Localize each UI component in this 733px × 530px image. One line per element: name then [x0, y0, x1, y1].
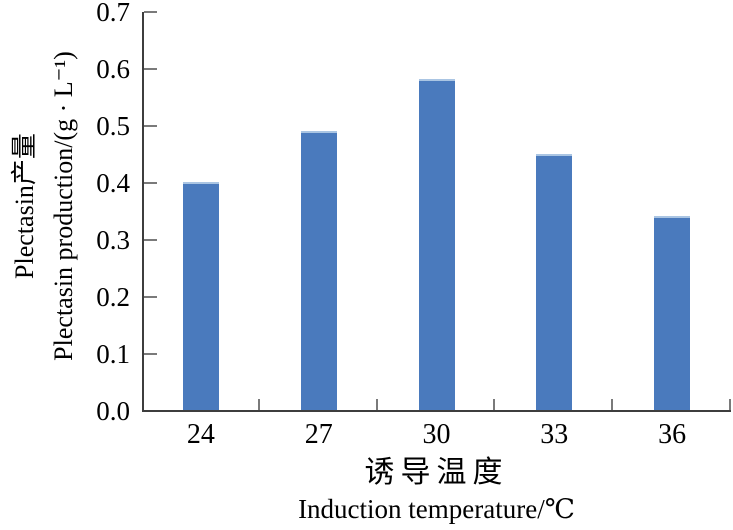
y-tick-label: 0.7 — [96, 0, 130, 27]
x-tick-mark — [375, 399, 378, 411]
bar-24 — [182, 182, 219, 410]
bar-27 — [300, 130, 337, 410]
bar-30 — [418, 79, 455, 410]
y-tick-label: 0.4 — [96, 168, 130, 198]
y-tick-mark — [144, 125, 157, 127]
x-tick-label: 36 — [658, 419, 687, 450]
x-axis-title-en: Induction temperature/℃ — [298, 494, 575, 524]
x-tick-mark — [257, 399, 260, 411]
x-axis-line — [142, 410, 731, 412]
x-axis-title-zh: 诱导温度 — [364, 456, 509, 489]
y-axis-line — [142, 12, 144, 412]
y-tick-mark — [144, 182, 157, 184]
y-tick-label: 0.6 — [96, 54, 130, 84]
y-tick-mark — [144, 11, 157, 13]
x-tick-mark — [493, 399, 496, 411]
y-tick-label: 0.3 — [96, 225, 130, 255]
y-tick-label: 0.5 — [96, 111, 130, 141]
y-tick-label: 0.2 — [96, 282, 130, 312]
y-tick-mark — [144, 239, 157, 241]
y-tick-mark — [144, 353, 157, 355]
x-tick-label: 24 — [186, 419, 215, 450]
x-tick-label: 27 — [304, 419, 333, 450]
y-tick-mark — [144, 296, 157, 298]
x-tick-mark — [729, 399, 731, 411]
x-tick-label: 33 — [540, 419, 569, 450]
y-tick-label: 0.1 — [96, 339, 130, 369]
bar-33 — [536, 153, 573, 410]
y-tick-mark — [144, 68, 157, 70]
x-tick-mark — [611, 399, 614, 411]
bar-36 — [654, 216, 691, 410]
plot-area — [142, 11, 731, 410]
y-axis-title-zh: Plectasin产量 — [10, 133, 39, 279]
x-tick-label: 30 — [422, 419, 451, 450]
y-tick-label: 0.0 — [96, 396, 130, 426]
